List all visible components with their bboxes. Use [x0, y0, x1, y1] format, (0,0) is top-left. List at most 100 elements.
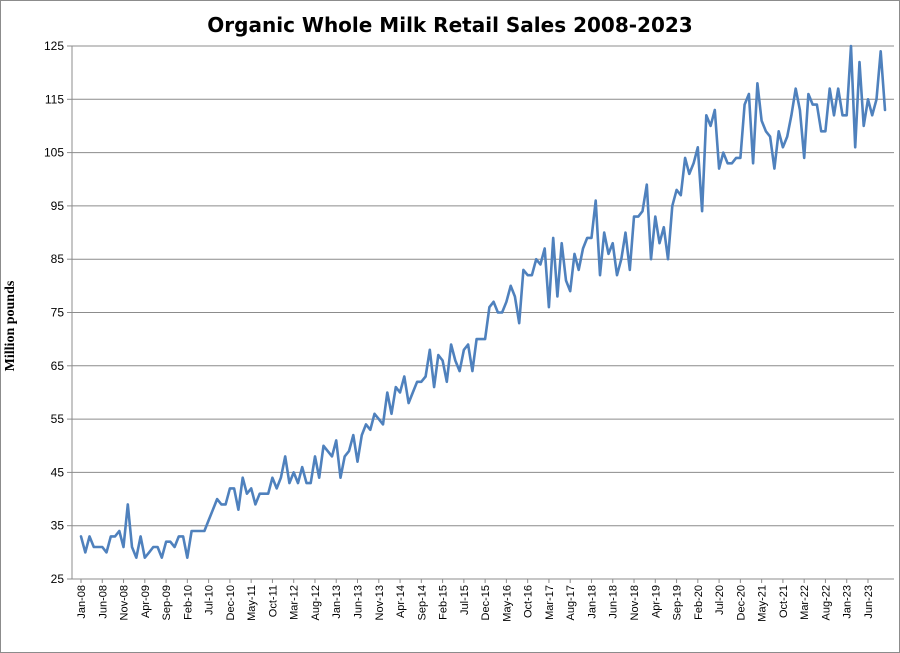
data-point	[514, 295, 516, 297]
data-point	[880, 50, 882, 52]
data-point	[846, 114, 848, 116]
data-point	[186, 556, 188, 558]
data-point	[250, 487, 252, 489]
data-point	[578, 269, 580, 271]
data-point	[858, 61, 860, 63]
data-point	[790, 114, 792, 116]
x-tick-label: Oct-11	[267, 585, 279, 617]
data-point	[752, 162, 754, 164]
data-point	[501, 311, 503, 313]
data-point	[288, 482, 290, 484]
data-point	[539, 263, 541, 265]
data-point	[484, 338, 486, 340]
x-tick-label: Oct-16	[523, 585, 535, 618]
data-point	[863, 125, 865, 127]
x-tick-label: Jan-08	[76, 585, 88, 619]
data-point	[629, 269, 631, 271]
data-point	[361, 434, 363, 436]
data-point	[454, 359, 456, 361]
data-point	[871, 114, 873, 116]
data-point	[356, 461, 358, 463]
data-point	[173, 546, 175, 548]
data-point	[97, 546, 99, 548]
data-point	[144, 556, 146, 558]
x-tick-label: Jun-23	[863, 585, 875, 619]
x-tick-label: Mar-12	[289, 585, 301, 620]
data-point	[492, 301, 494, 303]
data-point	[714, 109, 716, 111]
data-point	[390, 413, 392, 415]
x-tick-label: Apr-09	[140, 585, 152, 618]
x-tick-label: Jun-13	[353, 585, 365, 619]
x-tick-label: Nov-08	[119, 585, 131, 620]
data-point	[450, 343, 452, 345]
data-point	[548, 306, 550, 308]
data-point	[692, 162, 694, 164]
data-point	[667, 258, 669, 260]
data-point	[637, 215, 639, 217]
data-point	[241, 477, 243, 479]
data-point	[509, 285, 511, 287]
data-point	[569, 290, 571, 292]
data-point	[756, 82, 758, 84]
data-point	[463, 349, 465, 351]
data-point	[497, 311, 499, 313]
x-tick-label: Sep-19	[672, 585, 684, 620]
data-point	[875, 98, 877, 100]
data-point	[739, 157, 741, 159]
x-tick-label: Aug-22	[820, 585, 832, 620]
data-point	[122, 546, 124, 548]
data-point	[322, 445, 324, 447]
data-point	[310, 482, 312, 484]
data-point	[799, 109, 801, 111]
data-point	[424, 375, 426, 377]
data-point	[178, 535, 180, 537]
data-point	[131, 546, 133, 548]
data-point	[437, 354, 439, 356]
data-point	[467, 343, 469, 345]
data-point	[127, 503, 129, 505]
data-point	[803, 157, 805, 159]
y-tick-label: 55	[51, 412, 65, 426]
data-point	[165, 540, 167, 542]
data-point	[114, 535, 116, 537]
x-tick-label: Aug-17	[565, 585, 577, 620]
data-point	[212, 509, 214, 511]
data-point	[565, 279, 567, 281]
data-point	[271, 477, 273, 479]
data-point	[135, 556, 137, 558]
x-tick-label: Sep-14	[416, 585, 428, 620]
data-point	[884, 109, 886, 111]
data-point	[807, 93, 809, 95]
x-tick-label: May-16	[501, 585, 513, 622]
data-point	[684, 157, 686, 159]
data-point	[573, 253, 575, 255]
data-point	[237, 509, 239, 511]
data-point	[395, 386, 397, 388]
data-point	[641, 210, 643, 212]
data-point	[748, 93, 750, 95]
data-point	[867, 98, 869, 100]
data-point	[458, 370, 460, 372]
data-point	[671, 205, 673, 207]
data-point	[399, 391, 401, 393]
data-point	[195, 530, 197, 532]
data-point	[297, 482, 299, 484]
data-point	[480, 338, 482, 340]
data-point	[84, 551, 86, 553]
data-point	[156, 546, 158, 548]
data-point	[169, 540, 171, 542]
data-point	[305, 482, 307, 484]
data-point	[505, 301, 507, 303]
data-point	[254, 503, 256, 505]
data-point	[284, 455, 286, 457]
data-point	[416, 381, 418, 383]
data-point	[80, 535, 82, 537]
data-point	[556, 295, 558, 297]
data-point	[616, 274, 618, 276]
data-point	[603, 231, 605, 233]
data-point	[773, 167, 775, 169]
data-point	[531, 274, 533, 276]
